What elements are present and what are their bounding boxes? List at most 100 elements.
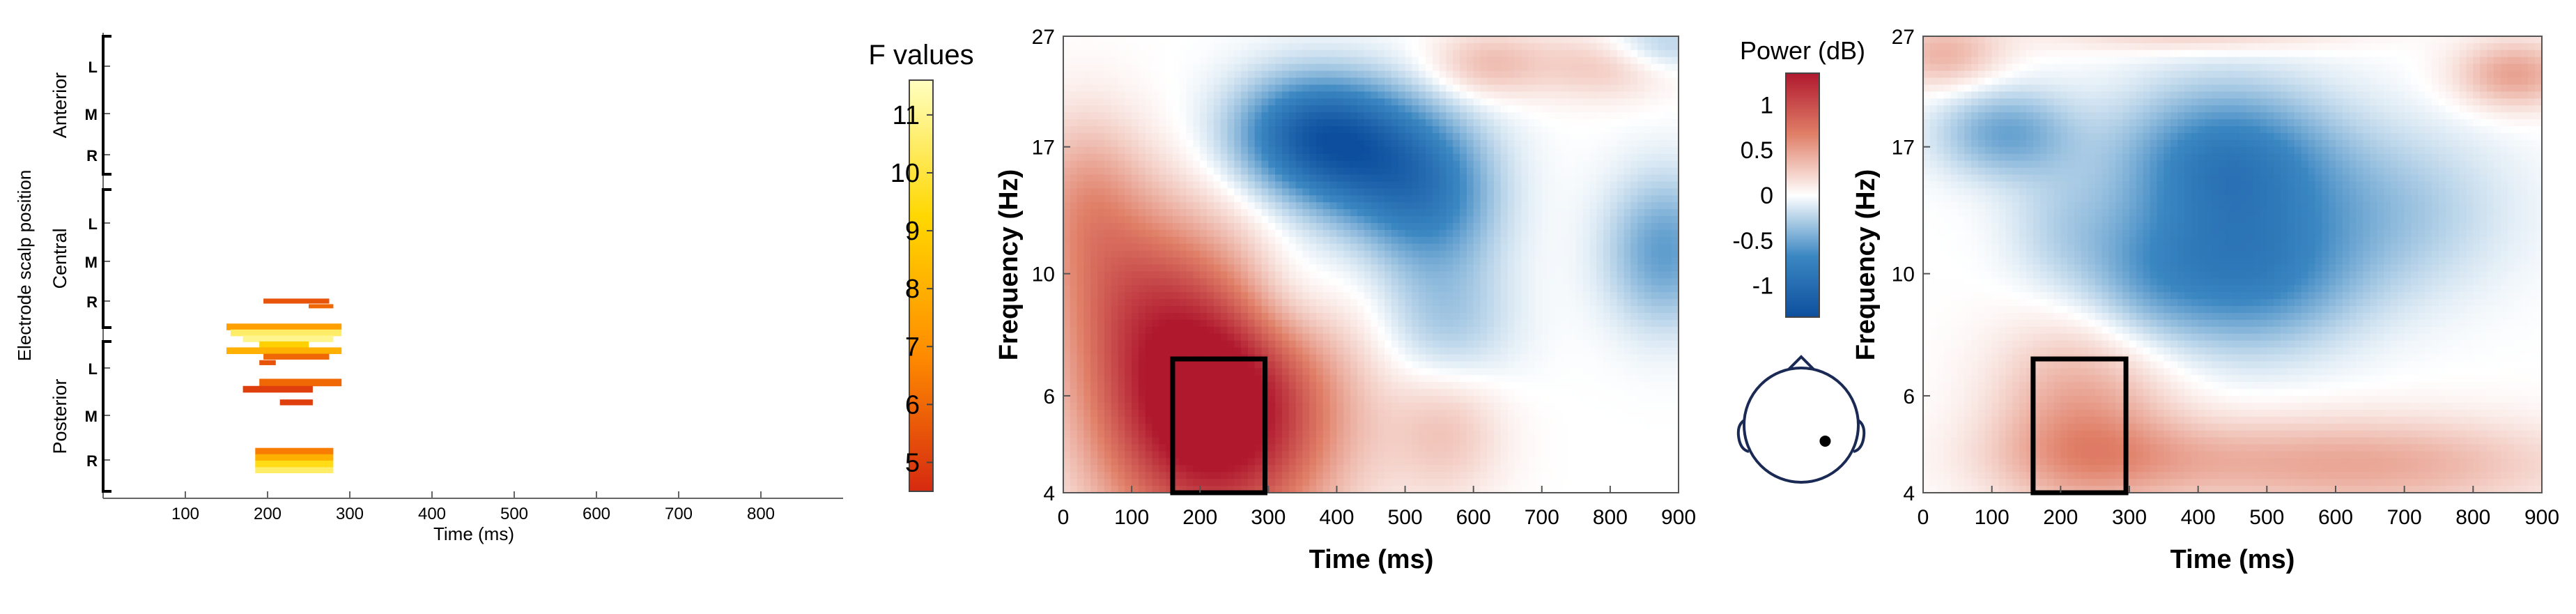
tf-cell: [1227, 188, 1235, 196]
tf-cell: [1316, 236, 1324, 245]
tf-cell: [1200, 368, 1208, 376]
tf-cell: [1083, 126, 1091, 134]
tf-cell: [1179, 98, 1187, 106]
tf-cell: [1104, 403, 1112, 410]
tf-cell: [1521, 223, 1529, 231]
tf-cell: [1329, 56, 1337, 65]
tf-cell: [1220, 223, 1228, 231]
tf-cell: [1268, 153, 1276, 162]
tf-cell: [1173, 451, 1180, 459]
tf-cell: [1275, 70, 1283, 79]
tf-cell: [1111, 278, 1119, 286]
tf-cell: [1138, 49, 1146, 58]
tf-cell: [1247, 423, 1256, 431]
tf-cell: [1295, 479, 1303, 486]
tf-cell: [1070, 146, 1078, 155]
tf-cell: [1398, 126, 1406, 134]
tf-cell: [1535, 216, 1543, 224]
tf-cell: [1268, 313, 1276, 321]
tf-cell: [1364, 416, 1372, 424]
tf-cell: [1193, 292, 1201, 300]
tf-cell: [1569, 91, 1577, 99]
tf-cell: [1173, 36, 1180, 44]
tf-cell: [1439, 375, 1447, 383]
tf-cell: [1132, 77, 1139, 85]
tf-cell: [1528, 105, 1536, 113]
tf-cell: [1220, 132, 1228, 141]
tf-cell: [1309, 216, 1317, 224]
tf-cell: [1521, 243, 1529, 252]
tf-cell: [1329, 105, 1337, 113]
tf-cell: [1446, 91, 1453, 99]
tf-cell: [1473, 63, 1481, 72]
tf-cell: [1200, 250, 1208, 259]
tf-cell: [1364, 292, 1372, 300]
tf-cell: [1173, 84, 1180, 92]
tf-cell: [1145, 278, 1153, 286]
tf-cell: [1357, 153, 1365, 162]
tf-cell: [1322, 105, 1331, 113]
tf-cell: [1439, 354, 1447, 362]
tf-cell: [1070, 236, 1078, 245]
tf-cell: [1548, 423, 1556, 431]
tf-cell: [1343, 389, 1351, 397]
tf-cell: [1439, 49, 1447, 58]
tf-cell: [1329, 416, 1337, 424]
tf-cell: [1378, 479, 1385, 486]
tf-cell: [1460, 153, 1467, 162]
tf-cell: [1480, 479, 1488, 486]
tf-cell: [1118, 403, 1125, 410]
tf-cell: [1528, 444, 1536, 452]
tf-cell: [1514, 56, 1522, 65]
tf-cell: [1336, 444, 1344, 452]
tf-cell: [1405, 77, 1412, 85]
tf-cell: [1125, 91, 1132, 99]
tf-cell: [1275, 396, 1283, 404]
tf-cell: [1494, 77, 1502, 85]
tf-cell: [1480, 368, 1488, 376]
tf-cell: [1364, 112, 1372, 120]
tf-cell: [1295, 43, 1303, 51]
tf-cell: [1439, 278, 1447, 286]
tf-cell: [1385, 278, 1392, 286]
tf-cell: [1514, 416, 1522, 424]
tf-cell: [1541, 444, 1550, 452]
tf-cell: [1309, 98, 1317, 106]
tf-cell: [1234, 91, 1242, 99]
tf-cell: [1322, 98, 1331, 106]
tf-cell: [1132, 451, 1139, 459]
tf-cell: [1480, 319, 1488, 328]
tf-cell: [1090, 444, 1098, 452]
tf-cell: [1200, 292, 1208, 300]
tf-cell: [1412, 389, 1419, 397]
tf-cell: [1398, 153, 1406, 162]
tf-cell: [1385, 396, 1392, 404]
tf-cell: [1179, 126, 1187, 134]
tf-cell: [1077, 458, 1084, 466]
tf-cell: [1480, 229, 1488, 238]
tf-cell: [1487, 63, 1495, 72]
tf-cell: [1391, 153, 1399, 162]
tf-cell: [1083, 257, 1091, 266]
tf-cell: [1350, 472, 1358, 479]
tf-cell: [1548, 174, 1556, 182]
tf-cell: [1480, 326, 1488, 335]
tf-cell: [1070, 354, 1078, 362]
tf-cell: [1453, 292, 1460, 300]
tf-cell: [1173, 236, 1180, 245]
tf-cell: [1227, 195, 1235, 203]
tf-cell: [1145, 403, 1153, 410]
tf-cell: [1329, 403, 1337, 410]
tf-cell: [1213, 223, 1221, 231]
tf-cell: [1261, 340, 1269, 348]
tf-cell: [1316, 278, 1324, 286]
tf-cell: [1083, 361, 1091, 369]
tf-cell: [1179, 278, 1187, 286]
tf-cell: [1322, 139, 1331, 148]
tf-cell: [1261, 160, 1269, 169]
tf-cell: [1398, 223, 1406, 231]
tf-cell: [1350, 326, 1358, 335]
tf-cell: [1220, 389, 1228, 397]
tf-cell: [1138, 354, 1146, 362]
tf-cell: [1193, 84, 1201, 92]
